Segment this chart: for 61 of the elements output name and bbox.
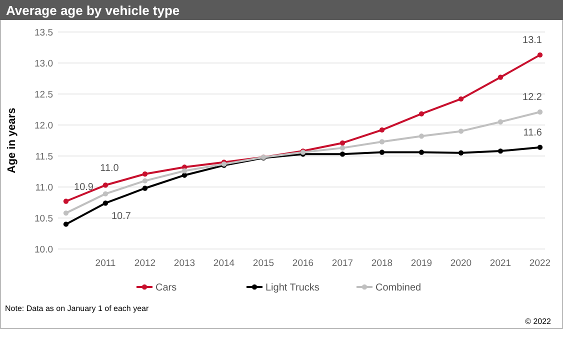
point — [340, 145, 346, 151]
point — [498, 74, 504, 80]
x-tick-label: 2019 — [410, 258, 432, 269]
point — [142, 178, 148, 184]
point — [142, 186, 148, 191]
point — [102, 182, 108, 188]
annotation: 12.2 — [522, 92, 542, 103]
x-tick-label: 2012 — [134, 258, 156, 269]
y-axis-title: Age in years — [6, 108, 18, 174]
legend-label: Combined — [376, 282, 422, 294]
annotation: 10.7 — [112, 211, 132, 222]
point — [498, 119, 504, 124]
x-tick-label: 2020 — [450, 258, 472, 269]
text: © 2022 — [525, 317, 552, 326]
point — [418, 134, 424, 139]
point — [340, 140, 346, 146]
point — [418, 111, 424, 116]
point — [458, 128, 464, 134]
y-tick-label: 12.5 — [34, 90, 53, 100]
x-tick-label: 2011 — [95, 258, 116, 269]
point — [63, 198, 69, 204]
chart-title: Average age by vehicle type — [6, 3, 180, 18]
legend-label: Cars — [156, 282, 177, 294]
annotation: 11.0 — [100, 163, 120, 174]
annotation: 10.9 — [74, 182, 94, 193]
point — [537, 52, 543, 58]
x-tick-label: 2014 — [213, 258, 235, 269]
y-tick-label: 13.5 — [34, 28, 53, 38]
legend-label: Light Trucks — [266, 282, 320, 294]
y-tick-label: 11.0 — [35, 182, 53, 194]
y-tick-label: 10.5 — [34, 214, 53, 224]
point — [379, 127, 385, 133]
point — [458, 96, 464, 102]
y-tick-label: 10.0 — [34, 244, 53, 256]
y-tick-label: 11.5 — [35, 152, 53, 162]
x-tick-label: 2022 — [529, 258, 551, 269]
point — [498, 148, 504, 154]
point — [142, 171, 148, 177]
x-tick-label: 2013 — [174, 258, 196, 269]
point — [418, 150, 424, 155]
x-tick-label: 2016 — [292, 258, 314, 269]
point — [379, 139, 385, 144]
point — [102, 200, 108, 206]
point — [379, 150, 385, 155]
point — [63, 210, 69, 216]
text: Note: Data as on January 1 of each year — [5, 304, 149, 313]
point — [63, 222, 69, 227]
point — [182, 168, 188, 174]
x-tick-label: 2021 — [490, 258, 512, 269]
point — [340, 152, 346, 157]
x-tick-label: 2015 — [252, 258, 274, 269]
point — [458, 150, 464, 156]
y-tick-label: 13.0 — [34, 58, 53, 70]
annotation: 11.6 — [523, 127, 542, 138]
point — [102, 191, 108, 196]
x-tick-label: 2017 — [332, 258, 354, 269]
point — [537, 109, 543, 115]
annotation: 13.1 — [522, 34, 542, 46]
point — [537, 144, 543, 150]
x-tick-label: 2018 — [371, 258, 393, 269]
y-tick-label: 12.0 — [34, 120, 53, 132]
